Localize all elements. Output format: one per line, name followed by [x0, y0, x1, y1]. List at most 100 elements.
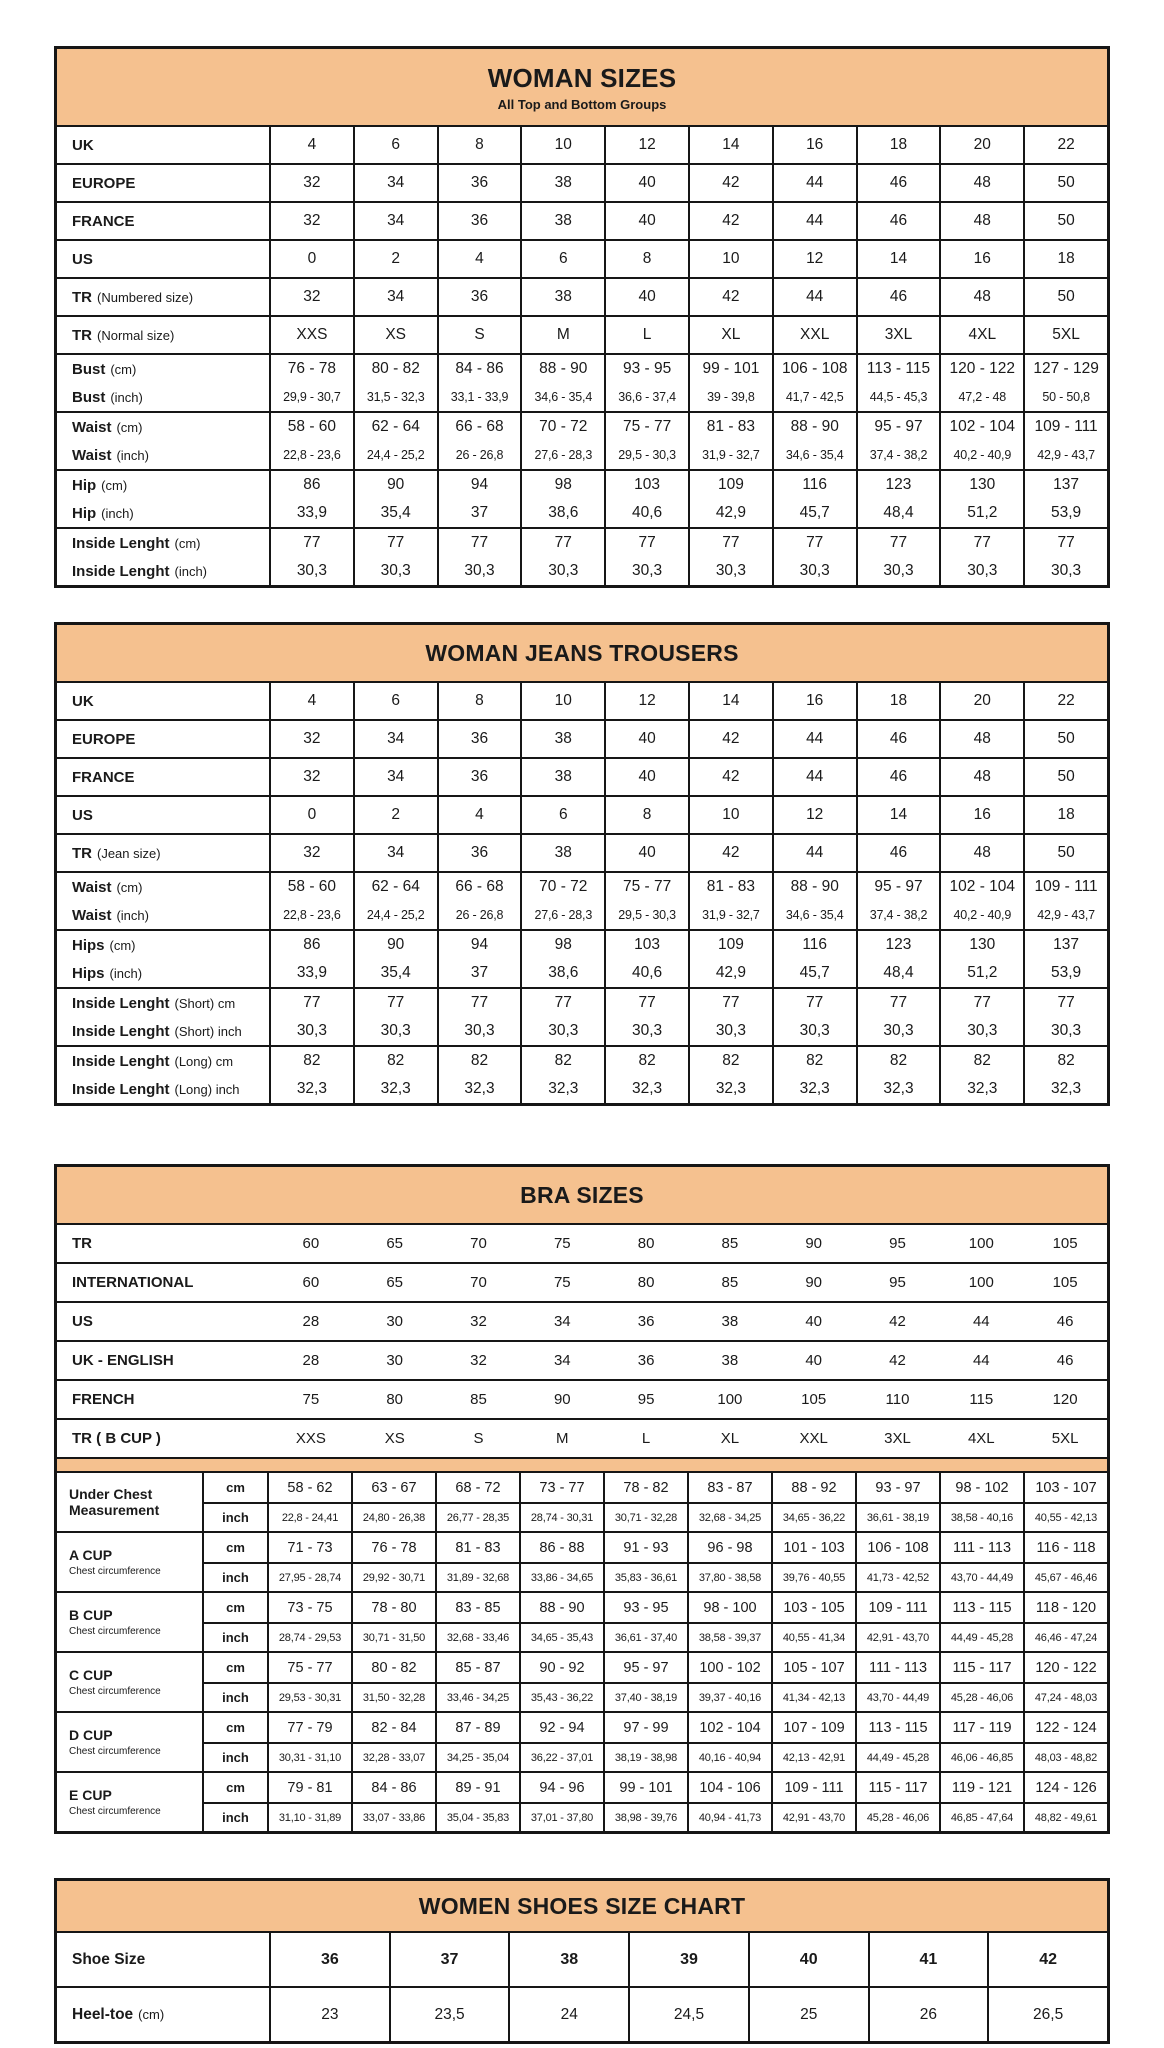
value-cell: 48 — [939, 279, 1023, 315]
value-cell: 37,01 - 37,80 — [519, 1802, 603, 1831]
value-cell: 105 - 107 — [771, 1653, 855, 1682]
value-cell: 93 - 95 — [603, 1593, 687, 1622]
row-label-suffix: (inch) — [109, 965, 143, 981]
row-label: Hip (cm) — [57, 471, 269, 499]
value-cell: 82 — [520, 1047, 604, 1075]
value-cell: 120 - 122 — [939, 355, 1023, 383]
bra-sizes-table: BRA SIZES TR 60 65 70 75 80 85 90 95 100 105 INTERN… — [54, 1164, 1110, 1834]
row-label: TR (Jean size) — [57, 835, 269, 871]
row-label-text: TR — [72, 288, 92, 306]
bra-conversion-row: FRENCH 75 80 85 90 95 100 105 110 115 120 — [57, 1379, 1107, 1418]
table-row: Shoe Size 36 37 38 39 40 41 42 — [57, 1933, 1107, 1986]
value-cell: 77 — [855, 989, 940, 1017]
table-body: TR 60 65 70 75 80 85 90 95 100 105 INTERNATIONAL 60 6… — [57, 1225, 1107, 1831]
value-cell: 29,53 - 30,31 — [267, 1682, 351, 1711]
row-label-text: EUROPE — [72, 730, 136, 748]
women-shoes-header: WOMEN SHOES SIZE CHART — [57, 1881, 1107, 1933]
value-cell: 34 — [553, 1352, 571, 1369]
value-cell: 31,9 - 32,7 — [688, 441, 772, 469]
value-cell: 45,28 - 46,06 — [939, 1682, 1023, 1711]
value-cell: 40,6 — [604, 499, 688, 527]
value-cell: 35,4 — [352, 499, 437, 527]
value-cell: 53,9 — [1023, 959, 1107, 987]
row-label: EUROPE — [57, 721, 269, 757]
table-row: Waist (cm) 58 - 60 62 - 64 66 - 68 70 - 72 75 … — [57, 873, 1107, 901]
cup-subtitle: Chest circumference — [69, 1565, 161, 1577]
row-label-text: Waist — [72, 446, 112, 464]
value-cell: 95 - 97 — [855, 873, 940, 901]
cup-group: B CUP Chest circumference cm 73 - 75 78 - 80… — [57, 1591, 1107, 1651]
value-cell: 16 — [771, 683, 856, 719]
table-row: EUROPE 32 34 36 38 40 42 44 46 48 50 — [57, 721, 1107, 757]
bra-conversion-row: TR ( B CUP ) XXS XS S M L XL XXL 3XL 4XL 5XL — [57, 1418, 1107, 1457]
row-label-text: Inside Lenght — [72, 562, 170, 580]
value-cell: 70 — [470, 1274, 487, 1291]
value-cell: 77 — [855, 529, 940, 557]
value-cell: 36,61 - 37,40 — [603, 1622, 687, 1651]
value-cell: 95 — [889, 1274, 906, 1291]
value-cell: 22 — [1023, 127, 1107, 163]
value-cell: 44 — [771, 279, 856, 315]
value-cell: 70 — [470, 1235, 487, 1252]
value-cell: XXL — [771, 317, 856, 353]
value-cell: 40 — [805, 1313, 823, 1330]
value-cell: 8 — [436, 127, 521, 163]
value-cell: 12 — [604, 683, 688, 719]
value-cell: 34 — [352, 835, 437, 871]
value-cell: 23,5 — [388, 1988, 509, 2041]
row-label-text: Bust — [72, 360, 106, 378]
value-cell: 77 — [1023, 529, 1107, 557]
row-label: TR (Numbered size) — [57, 279, 269, 315]
value-cell: 40,2 - 40,9 — [939, 901, 1023, 929]
value-cell: 48 — [939, 165, 1023, 201]
value-cell: 113 - 115 — [855, 1713, 939, 1742]
value-cell: 38,98 - 39,76 — [603, 1802, 687, 1831]
value-cell: 35,04 - 35,83 — [435, 1802, 519, 1831]
value-cell: 30,3 — [1023, 1017, 1107, 1045]
value-cell: 0 — [269, 797, 353, 833]
value-cell: 44 — [771, 835, 856, 871]
value-cell: 77 — [604, 989, 688, 1017]
table-row: Inside Lenght (Long) inch 32,3 32,3 32,3 32,3… — [57, 1075, 1107, 1103]
value-cell: 3XL — [855, 317, 940, 353]
table-row: Inside Lenght (inch) 30,3 30,3 30,3 30,3 30,3 3… — [57, 557, 1107, 585]
value-cell: 77 — [520, 529, 604, 557]
value-cell: 93 - 97 — [855, 1473, 939, 1502]
value-cell: 34,6 - 35,4 — [771, 901, 856, 929]
value-cell: 30,71 - 32,28 — [603, 1502, 687, 1531]
value-cell: 40,6 — [604, 959, 688, 987]
value-cell: 50 — [1023, 165, 1107, 201]
unit-cell: inch — [202, 1742, 267, 1771]
row-label: FRENCH — [57, 1381, 269, 1418]
row-group: Hip (cm) 86 90 94 98 103 109 116 123 130 137 Hip (inc… — [57, 469, 1107, 527]
value-cell: 4 — [436, 797, 521, 833]
value-cell: 66 - 68 — [436, 413, 521, 441]
value-cell: 123 — [855, 471, 940, 499]
bra-conversion-row: UK - ENGLISH 28 30 32 34 36 38 40 42 44 46 — [57, 1340, 1107, 1379]
value-cell: 35,43 - 36,22 — [519, 1682, 603, 1711]
value-cell: 39 - 39,8 — [688, 383, 772, 411]
value-cell: 83 - 87 — [687, 1473, 771, 1502]
value-cell: 84 - 86 — [436, 355, 521, 383]
value-cell: 32 — [269, 759, 353, 795]
value-cell: 95 — [637, 1391, 655, 1408]
value-cell: 106 - 108 — [771, 355, 856, 383]
value-cell: 28,74 - 29,53 — [267, 1622, 351, 1651]
value-cell: 30,3 — [688, 557, 772, 585]
row-label: TR — [57, 1225, 269, 1262]
value-cell: 94 — [436, 471, 521, 499]
value-cell: 22,8 - 24,41 — [267, 1502, 351, 1531]
row-label-text: Hips — [72, 936, 105, 954]
value-cell: 8 — [436, 683, 521, 719]
value-cell: 100 — [968, 1235, 994, 1252]
value-cell: 39 — [628, 1933, 748, 1986]
value-cell: 116 — [771, 931, 856, 959]
cup-label: D CUP Chest circumference — [57, 1713, 202, 1771]
value-cell: 58 - 60 — [269, 413, 353, 441]
value-cell: 26,77 - 28,35 — [435, 1502, 519, 1531]
value-cell: 34,65 - 35,43 — [519, 1622, 603, 1651]
value-cell: 130 — [939, 471, 1023, 499]
cup-label: C CUP Chest circumference — [57, 1653, 202, 1711]
value-cell: 30,3 — [269, 1017, 353, 1045]
value-cell: 48,82 - 49,61 — [1023, 1802, 1107, 1831]
